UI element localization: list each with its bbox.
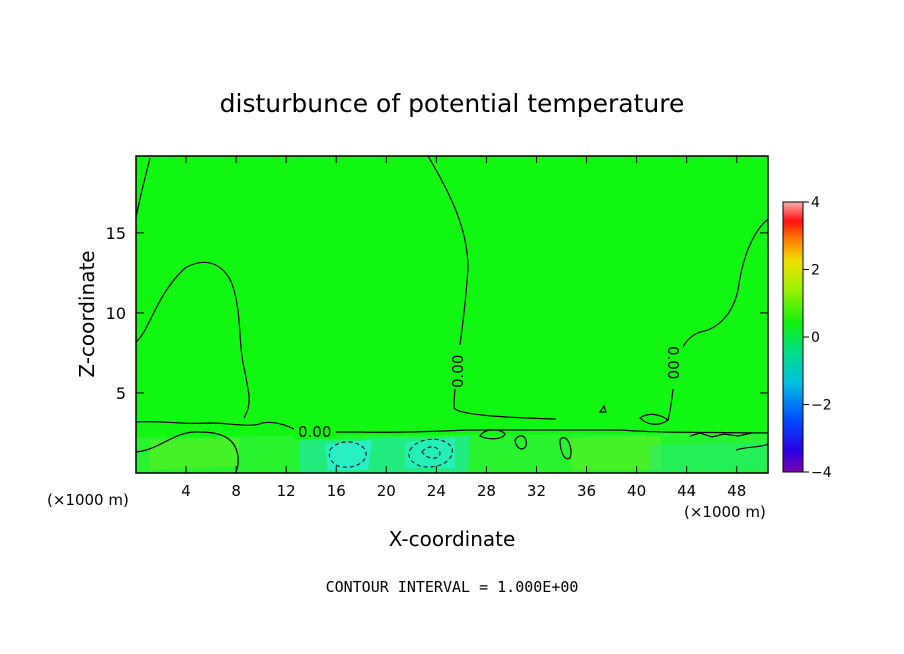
- x-tick-label: 40: [627, 482, 646, 500]
- y-tick-label: 15: [106, 224, 126, 243]
- contour-interval-footer: CONTOUR INTERVAL = 1.000E+00: [326, 578, 579, 596]
- yellowish-patch-right: [570, 436, 662, 470]
- zero-contour-ripple-4: [639, 413, 670, 425]
- x-tick-label: 16: [327, 482, 346, 500]
- y-ticks: 5 10 15: [106, 224, 768, 403]
- x-tick-label: 4: [181, 482, 191, 500]
- chart-title: disturbunce of potential temperature: [220, 89, 685, 118]
- colorbar-tick-label: −2: [811, 398, 832, 414]
- colorbar: 4 2 0 −2 −4: [782, 195, 832, 481]
- zero-contour-ripple-6: [735, 443, 768, 451]
- contour-label-3: 0.00: [664, 346, 682, 379]
- x-ticks: 4 8 12 16 20 24 28 32 36 40 44 48: [181, 156, 746, 500]
- contour-lines: [136, 156, 768, 473]
- y-axis-label: Z-coordinate: [75, 250, 99, 377]
- label-bg-1: [294, 423, 336, 439]
- negative-contours: [328, 438, 453, 468]
- negative-contour-3: [421, 446, 441, 459]
- field-background: [136, 156, 768, 473]
- x-unit-right: (×1000 m): [684, 503, 766, 521]
- zero-contour-ripple-1: [479, 429, 506, 440]
- label-bg-2: [449, 345, 467, 389]
- contour-label-2: 0.00: [449, 355, 467, 388]
- y-tick-label: 5: [116, 384, 126, 403]
- label-bg-3: [665, 345, 683, 389]
- plot-frame: [135, 155, 769, 474]
- zero-contour-ripple-2: [514, 435, 527, 450]
- zero-contour-ripple-5: [689, 432, 753, 438]
- x-tick-label: 32: [527, 482, 546, 500]
- x-tick-label: 8: [231, 482, 241, 500]
- colorbar-fill: [783, 202, 803, 472]
- colorbar-ticks: 4 2 0 −2 −4: [803, 195, 832, 481]
- zero-contour-ripple-7: [598, 404, 607, 413]
- x-tick-label: 24: [427, 482, 446, 500]
- x-axis-label: X-coordinate: [389, 527, 516, 551]
- negative-contour-1: [328, 441, 367, 468]
- negative-patch-deep: [325, 440, 372, 470]
- zero-contour-left-column: [136, 157, 151, 218]
- x-tick-label: 48: [727, 482, 746, 500]
- x-tick-label: 44: [677, 482, 696, 500]
- x-unit-left: (×1000 m): [47, 491, 129, 509]
- negative-patch-deep-2: [405, 438, 455, 468]
- contour-label-1: 0.00: [298, 423, 331, 441]
- zero-contour-ripple-3: [559, 437, 572, 460]
- colorbar-tick-label: 0: [811, 330, 820, 346]
- x-tick-label: 20: [377, 482, 396, 500]
- zero-contour-right: [667, 218, 768, 421]
- colorbar-tick-label: 4: [811, 195, 820, 211]
- yellowish-patch-left: [150, 438, 240, 470]
- colorbar-tick-label: 2: [811, 263, 820, 279]
- zero-contour-left-dome: [136, 261, 250, 419]
- zero-contour-lower: [136, 431, 239, 473]
- y-tick-label: 10: [106, 304, 126, 323]
- x-tick-label: 36: [577, 482, 596, 500]
- colorbar-tick-label: −4: [811, 465, 832, 481]
- plot-area: 0.00 0.00 0.00 4 8 12 16 20 24 28 32 36 40 44 48 51…: [106, 155, 769, 500]
- negative-patch-right: [650, 442, 768, 472]
- x-tick-label: 28: [477, 482, 496, 500]
- x-tick-label: 12: [277, 482, 296, 500]
